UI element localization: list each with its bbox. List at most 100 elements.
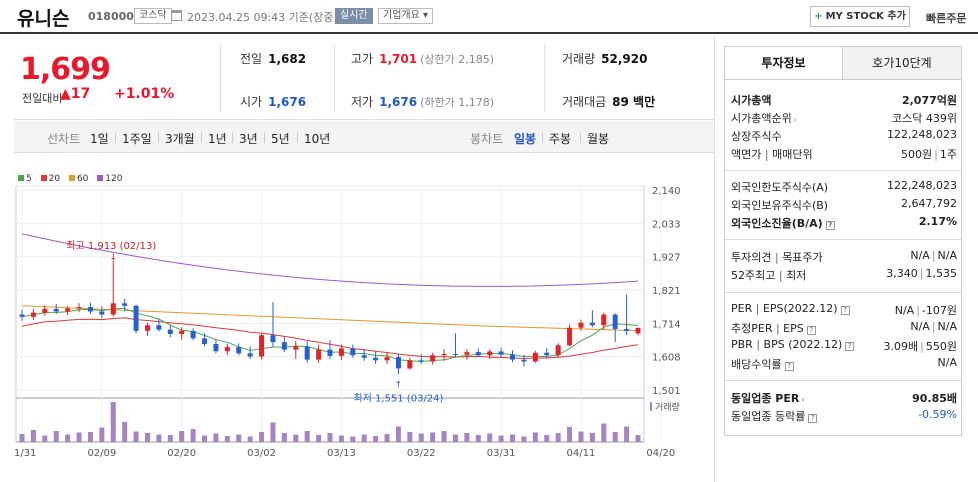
volume-bar xyxy=(327,433,333,442)
market-cap-row: 시가총액 2,077억원 xyxy=(731,92,957,110)
volume-bar xyxy=(441,431,447,442)
period-monthly[interactable]: 월봉 xyxy=(587,132,610,146)
candle-body xyxy=(213,343,219,352)
add-my-stock-button[interactable]: + MY STOCK 추가 xyxy=(810,6,910,27)
quote-time: 2023.04.25 09:43 기준(장중) xyxy=(187,11,338,24)
volume-bar xyxy=(464,433,470,442)
candle-body xyxy=(65,308,71,312)
volume-bar xyxy=(76,432,82,442)
amount-value: 89 백만 xyxy=(612,95,656,109)
chevron-right-icon[interactable]: › xyxy=(793,115,797,124)
listed-shares-label: 상장주식수 xyxy=(731,130,782,143)
divider xyxy=(725,170,961,171)
pbr-label: PBR xyxy=(731,338,753,351)
volume-bar xyxy=(30,430,36,442)
upper-limit: (상한가 2,185) xyxy=(420,53,494,66)
est-per-label: 추정PER xyxy=(731,322,773,335)
candle-body xyxy=(144,325,150,331)
quick-order-link[interactable]: 빠른주문 xyxy=(926,12,967,25)
candle-body xyxy=(224,347,230,352)
market-badge: 코스닥 xyxy=(134,8,172,24)
divider xyxy=(542,132,543,143)
volume-bar xyxy=(304,431,310,442)
candlestick-chart-svg: 2,140 2,033 1,927 1,821 1,714 1,608 1,501 01/31… xyxy=(8,185,681,459)
tab-orderbook-10[interactable]: 호가10단계 xyxy=(843,47,961,79)
volume-bar xyxy=(338,435,344,442)
week52-row: 52주최고 | 최저 3,340 | 1,535 xyxy=(731,267,958,282)
candle-body xyxy=(316,349,322,360)
target-price-value: N/A xyxy=(937,249,957,262)
volume-bar xyxy=(281,433,287,442)
candle-chart-label: 봉차트 xyxy=(470,132,504,146)
candle-body xyxy=(487,351,493,356)
prev-close-label: 전일 xyxy=(240,52,263,66)
help-icon[interactable]: ? xyxy=(825,221,835,230)
market-cap-rank-label: 시가총액순위 xyxy=(731,112,792,125)
volume-bar xyxy=(110,402,116,442)
dividend-row: 배당수익률? N/A xyxy=(731,356,957,374)
target-price-label: 목표주가 xyxy=(782,251,823,264)
range-1w[interactable]: 1주일 xyxy=(122,132,152,146)
week52-low-label: 최저 xyxy=(786,269,807,282)
high-value: 1,701 xyxy=(379,52,418,66)
chevron-right-icon[interactable]: › xyxy=(801,395,805,404)
price-chart[interactable]: 5 20 60 120 2,140 2,033 1,927 1,821 1,714 1,6… xyxy=(8,154,714,480)
range-3m[interactable]: 3개월 xyxy=(165,132,195,146)
sector-change-label: 동일업종 등락률 xyxy=(731,410,806,423)
candle-body xyxy=(281,342,287,350)
period-weekly[interactable]: 주봉 xyxy=(549,132,572,146)
opinion-row: 투자의견 | 목표주가 N/A | N/A xyxy=(731,249,957,264)
legend-label-5: 5 xyxy=(26,174,32,184)
divider xyxy=(264,132,265,143)
candle-body xyxy=(270,335,276,343)
candle-body xyxy=(236,347,242,354)
realtime-button[interactable]: 실시간 xyxy=(335,8,373,24)
help-icon[interactable]: ? xyxy=(806,326,816,335)
sector-change-value: -0.59% xyxy=(918,408,957,421)
volume-bar xyxy=(624,426,630,442)
opinion-value: N/A xyxy=(910,249,930,262)
low-value: 1,676 xyxy=(379,95,418,109)
tab-investment-info[interactable]: 투자정보 xyxy=(725,47,843,79)
price-change: ▲17 xyxy=(60,86,91,102)
stock-header: 유니슨 018000 코스닥 2023.04.25 09:43 기준(장중) 실… xyxy=(0,0,978,34)
par-value-row: 액면가 | 매매단위 500원 | 1주 xyxy=(731,148,957,161)
company-overview-dropdown[interactable]: 기업개요 ▾ xyxy=(378,8,433,24)
week52-low-value: 1,535 xyxy=(925,267,958,280)
candle-body xyxy=(624,328,630,331)
range-5y[interactable]: 5년 xyxy=(271,132,290,146)
listed-shares-row: 상장주식수 122,248,023 xyxy=(731,128,957,146)
foreign-holding-value: 2,647,792 xyxy=(901,197,957,210)
volume-bar xyxy=(589,433,595,442)
foreign-ratio-value: 2.17% xyxy=(918,215,957,228)
volume-bar xyxy=(567,427,573,442)
market-cap-value: 2,077억원 xyxy=(901,94,957,107)
volume-bar xyxy=(555,433,561,442)
open-price: 시가 1,676 xyxy=(240,93,306,110)
y-tick-label: 1,821 xyxy=(652,286,681,297)
help-icon[interactable]: ? xyxy=(845,342,855,351)
period-daily[interactable]: 일봉 xyxy=(514,132,537,146)
range-10y[interactable]: 10년 xyxy=(304,132,331,146)
x-tick-label: 03/02 xyxy=(247,448,276,459)
help-icon[interactable]: ? xyxy=(808,414,818,423)
candle-body xyxy=(167,329,173,334)
candle-body xyxy=(179,330,185,334)
volume-bar xyxy=(270,422,276,442)
lower-limit: (하한가 1,178) xyxy=(420,96,494,109)
volume-bar xyxy=(87,432,93,442)
candle-body xyxy=(578,322,584,328)
up-arrow-icon: ↑ xyxy=(395,380,403,390)
range-1d[interactable]: 1일 xyxy=(90,132,109,146)
volume-bar xyxy=(316,435,322,442)
help-icon[interactable]: ? xyxy=(840,306,850,315)
prev-close: 전일 1,682 xyxy=(240,50,306,67)
help-icon[interactable]: ? xyxy=(784,362,794,371)
range-3y[interactable]: 3년 xyxy=(239,132,258,146)
divider xyxy=(725,292,961,293)
volume-bar xyxy=(475,435,481,442)
info-table: 시가총액 2,077억원 시가총액순위 › 코스닥 439위 상장주식수 122,248… xyxy=(724,80,962,436)
volume-bar xyxy=(19,434,25,442)
range-1y[interactable]: 1년 xyxy=(208,132,227,146)
y-tick-label: 1,927 xyxy=(652,253,681,264)
